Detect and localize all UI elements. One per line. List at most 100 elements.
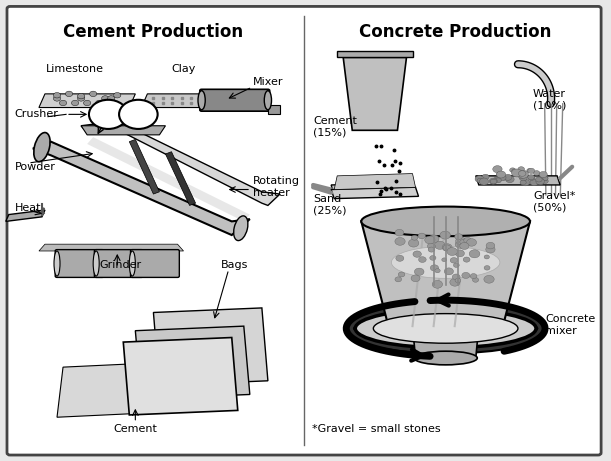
FancyBboxPatch shape: [131, 249, 179, 278]
Circle shape: [519, 175, 527, 181]
Text: Heat: Heat: [15, 203, 42, 213]
Text: Cement Production: Cement Production: [64, 23, 243, 41]
Circle shape: [59, 100, 67, 106]
Circle shape: [486, 242, 495, 249]
Circle shape: [514, 170, 521, 175]
Circle shape: [540, 174, 547, 180]
Circle shape: [527, 169, 532, 172]
Circle shape: [455, 240, 466, 248]
Polygon shape: [331, 187, 419, 199]
Ellipse shape: [198, 91, 205, 110]
Circle shape: [536, 177, 542, 182]
Text: Cement: Cement: [114, 424, 157, 434]
Polygon shape: [39, 94, 136, 107]
Circle shape: [467, 239, 477, 246]
Circle shape: [430, 255, 436, 260]
Circle shape: [101, 96, 109, 101]
Circle shape: [450, 278, 460, 286]
Text: Crusher: Crusher: [15, 109, 59, 119]
Circle shape: [501, 175, 508, 180]
Circle shape: [395, 237, 405, 245]
Circle shape: [505, 176, 514, 183]
Circle shape: [520, 180, 526, 185]
Circle shape: [459, 240, 466, 244]
FancyBboxPatch shape: [7, 6, 601, 455]
Circle shape: [408, 239, 419, 247]
Circle shape: [455, 250, 464, 257]
Text: Concrete Production: Concrete Production: [359, 23, 551, 41]
Circle shape: [528, 175, 535, 180]
Circle shape: [497, 171, 505, 177]
Text: Mixer: Mixer: [253, 77, 284, 88]
Ellipse shape: [233, 216, 248, 241]
Circle shape: [542, 179, 548, 183]
Circle shape: [528, 168, 535, 173]
Polygon shape: [166, 152, 196, 206]
Circle shape: [429, 235, 439, 242]
Circle shape: [114, 93, 121, 98]
Polygon shape: [33, 142, 250, 235]
Polygon shape: [136, 326, 250, 399]
Circle shape: [540, 171, 547, 177]
Circle shape: [414, 268, 424, 275]
Circle shape: [489, 178, 497, 184]
Circle shape: [498, 175, 506, 181]
Circle shape: [486, 246, 495, 253]
Circle shape: [459, 242, 469, 249]
Polygon shape: [81, 126, 166, 135]
Text: (25%): (25%): [313, 205, 346, 215]
Circle shape: [396, 255, 404, 261]
Circle shape: [538, 180, 544, 184]
Circle shape: [470, 273, 477, 278]
Circle shape: [452, 274, 460, 280]
Text: Bags: Bags: [221, 260, 249, 270]
Circle shape: [453, 263, 459, 267]
Ellipse shape: [361, 207, 530, 236]
Circle shape: [71, 100, 79, 106]
Circle shape: [493, 177, 499, 182]
Ellipse shape: [373, 313, 518, 343]
Ellipse shape: [414, 351, 477, 365]
Circle shape: [411, 235, 418, 240]
Text: Gravel*: Gravel*: [533, 191, 576, 201]
Text: Cement: Cement: [313, 116, 357, 126]
Polygon shape: [334, 174, 415, 189]
Circle shape: [108, 96, 115, 101]
Circle shape: [95, 100, 103, 106]
Circle shape: [434, 241, 445, 249]
Polygon shape: [57, 363, 159, 417]
Text: *Gravel = small stones: *Gravel = small stones: [312, 424, 441, 434]
Circle shape: [472, 278, 478, 282]
Polygon shape: [39, 244, 183, 251]
Circle shape: [490, 179, 497, 184]
Circle shape: [395, 277, 401, 282]
Circle shape: [442, 244, 452, 251]
Ellipse shape: [130, 251, 136, 276]
Circle shape: [533, 171, 540, 176]
Circle shape: [440, 231, 450, 239]
Circle shape: [413, 251, 422, 257]
Circle shape: [464, 237, 472, 243]
Ellipse shape: [34, 133, 50, 162]
Circle shape: [518, 171, 529, 178]
Text: (50%): (50%): [533, 203, 566, 213]
Circle shape: [504, 174, 512, 180]
Circle shape: [425, 236, 435, 244]
Circle shape: [484, 266, 490, 270]
Circle shape: [435, 269, 440, 273]
Circle shape: [432, 280, 442, 288]
Circle shape: [395, 230, 404, 236]
Circle shape: [65, 91, 73, 97]
Ellipse shape: [355, 309, 536, 348]
Polygon shape: [87, 137, 250, 221]
Polygon shape: [123, 337, 238, 415]
Polygon shape: [81, 121, 280, 206]
Circle shape: [418, 233, 425, 239]
Circle shape: [84, 100, 91, 106]
Ellipse shape: [54, 251, 60, 276]
Circle shape: [53, 93, 60, 98]
Circle shape: [484, 255, 489, 259]
Circle shape: [411, 275, 420, 282]
FancyBboxPatch shape: [200, 89, 269, 111]
Ellipse shape: [392, 247, 500, 278]
